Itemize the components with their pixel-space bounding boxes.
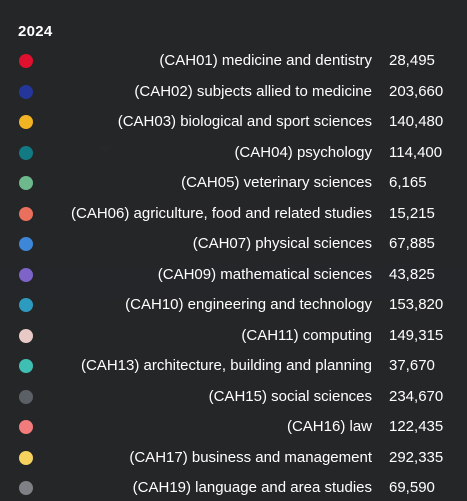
series-label: (CAH09) mathematical sciences [157,265,372,283]
series-label: (CAH10) engineering and technology [125,296,372,313]
tooltip-row: (CAH07) physical sciences 67,885 [0,229,467,260]
series-value: 6,165 [389,174,427,191]
series-label: (CAH17) business and management [129,448,372,466]
tooltip-row: (CAH04) psychology 114,400 [0,138,467,169]
series-color-dot-icon [19,267,33,282]
series-value: 140,480 [389,113,444,130]
tooltip-row: (CAH16) law 122,435 [0,412,467,443]
series-color-dot-icon [19,420,33,434]
series-value: 43,825 [389,265,435,283]
series-value: 15,215 [389,204,435,222]
series-color-dot-icon [19,237,33,251]
tooltip-row: (CAH11) computing 149,315 [0,321,467,352]
series-value: 149,315 [389,326,444,344]
series-value: 292,335 [389,448,444,466]
series-color-dot-icon [19,115,33,129]
tooltip-row: (CAH17) business and management 292,335 [0,443,467,474]
tooltip-row: (CAH03) biological and sport sciences 140… [0,107,467,138]
tooltip-row: (CAH10) engineering and technology 153,82… [0,290,467,321]
tooltip-row: (CAH05) veterinary sciences 6,165 [0,168,467,199]
series-color-dot-icon [19,54,33,68]
tooltip-row: (CAH02) subjects allied to medicine 203,6… [0,77,467,108]
series-value: 37,670 [389,357,435,374]
tooltip-title: 2024 [18,23,53,40]
series-color-dot-icon [19,359,33,373]
tooltip-row: (CAH19) language and area studies 69,590 [0,473,467,501]
series-value: 234,670 [389,387,444,405]
tooltip-row: (CAH09) mathematical sciences 43,825 [0,260,467,291]
tooltip-row: (CAH01) medicine and dentistry 28,495 [0,46,467,77]
series-label: (CAH03) biological and sport sciences [117,113,372,130]
series-color-dot-icon [19,145,33,160]
series-color-dot-icon [19,206,33,221]
tooltip-series-list: (CAH01) medicine and dentistry 28,495 (CAH… [0,46,467,501]
series-label: (CAH06) agriculture, food and related st… [71,204,372,222]
series-label: (CAH16) law [286,418,372,435]
series-value: 69,590 [389,479,435,496]
series-color-dot-icon [19,328,33,343]
series-label: (CAH04) psychology [234,143,372,161]
series-label: (CAH02) subjects allied to medicine [134,82,372,100]
series-color-dot-icon [19,176,33,190]
tooltip-row: (CAH06) agriculture, food and related st… [0,199,467,230]
series-value: 67,885 [389,235,435,252]
series-value: 28,495 [389,52,435,69]
series-label: (CAH13) architecture, building and plann… [80,357,372,374]
series-color-dot-icon [19,84,33,99]
series-label: (CAH05) veterinary sciences [181,174,372,191]
tooltip-row: (CAH15) social sciences 234,670 [0,382,467,413]
series-color-dot-icon [19,389,33,404]
series-label: (CAH07) physical sciences [192,235,372,252]
series-label: (CAH15) social sciences [208,387,372,405]
series-label: (CAH01) medicine and dentistry [159,52,372,69]
series-label: (CAH19) language and area studies [132,479,372,496]
tooltip-row: (CAH13) architecture, building and plann… [0,351,467,382]
series-color-dot-icon [19,450,33,465]
series-value: 114,400 [389,143,443,161]
series-value: 122,435 [389,418,444,435]
series-value: 203,660 [389,82,444,100]
series-label: (CAH11) computing [241,326,372,344]
series-color-dot-icon [19,481,33,495]
series-value: 153,820 [389,296,444,313]
series-color-dot-icon [19,298,33,312]
